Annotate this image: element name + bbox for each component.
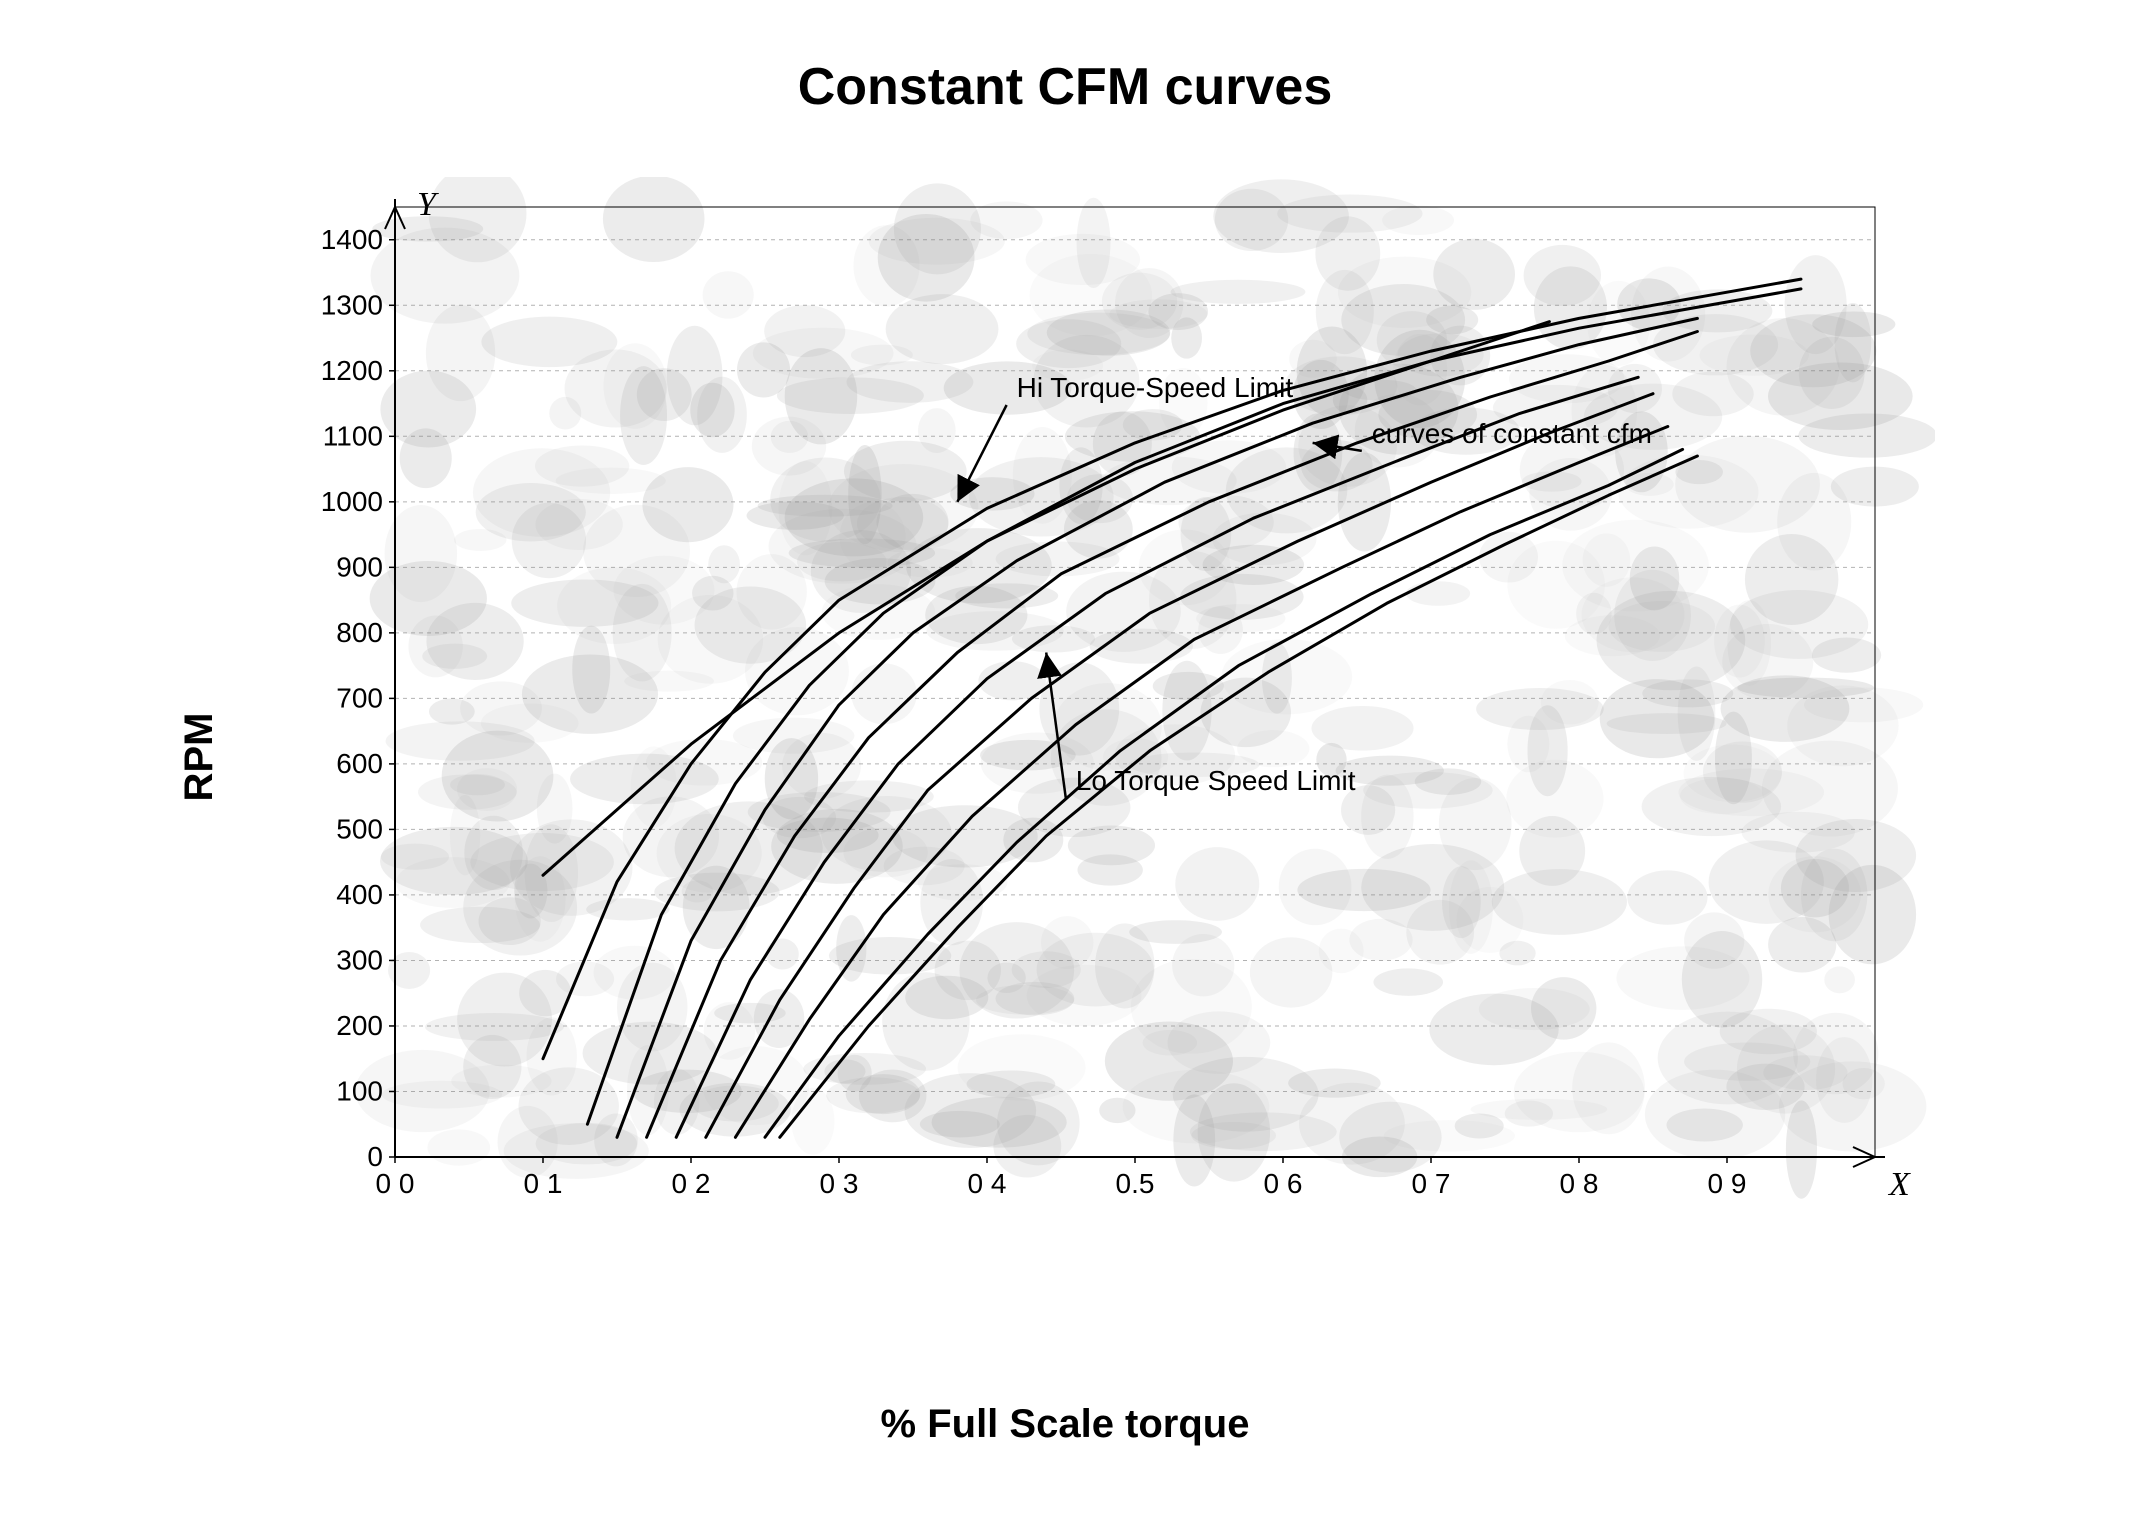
y-tick-label: 500 <box>336 813 383 844</box>
x-tick-label: 0 6 <box>1264 1168 1303 1199</box>
x-tick-label: 0 8 <box>1560 1168 1599 1199</box>
x-tick-label: 0 4 <box>968 1168 1007 1199</box>
x-tick-label: 0 0 <box>376 1168 415 1199</box>
y-tick-label: 1400 <box>321 223 383 254</box>
y-tick-label: 1300 <box>321 289 383 320</box>
plot-svg: 0100200300400500600700800900100011001200… <box>315 177 1935 1227</box>
y-axis-marker: Y <box>417 186 439 223</box>
x-axis-label: % Full Scale torque <box>881 1402 1250 1447</box>
chart-container: Constant CFM curves RPM 0100200300400500… <box>115 57 2015 1457</box>
x-tick-label: 0 1 <box>524 1168 563 1199</box>
x-tick-label: 0.5 <box>1116 1168 1155 1199</box>
x-axis-marker: X <box>1887 1166 1911 1203</box>
y-axis-label: RPM <box>177 712 222 801</box>
x-tick-label: 0 3 <box>820 1168 859 1199</box>
y-tick-label: 700 <box>336 682 383 713</box>
annotation-const-cfm-label: curves of constant cfm <box>1372 417 1652 448</box>
annotation-lo-label: Lo Torque Speed Limit <box>1076 765 1356 796</box>
y-tick-label: 900 <box>336 551 383 582</box>
y-tick-label: 300 <box>336 944 383 975</box>
y-tick-label: 1200 <box>321 354 383 385</box>
y-tick-label: 1100 <box>323 420 383 451</box>
y-tick-label: 600 <box>336 747 383 778</box>
x-tick-label: 0 2 <box>672 1168 711 1199</box>
x-tick-label: 0 7 <box>1412 1168 1451 1199</box>
y-tick-label: 800 <box>336 616 383 647</box>
y-tick-label: 400 <box>336 878 383 909</box>
plot-area: 0100200300400500600700800900100011001200… <box>315 177 1935 1227</box>
y-tick-label: 100 <box>336 1075 383 1106</box>
y-tick-label: 200 <box>336 1009 383 1040</box>
chart-title: Constant CFM curves <box>115 57 2015 117</box>
annotation-hi-label: Hi Torque-Speed Limit <box>1017 372 1294 403</box>
x-tick-label: 0 9 <box>1708 1168 1747 1199</box>
y-tick-label: 1000 <box>321 485 383 516</box>
